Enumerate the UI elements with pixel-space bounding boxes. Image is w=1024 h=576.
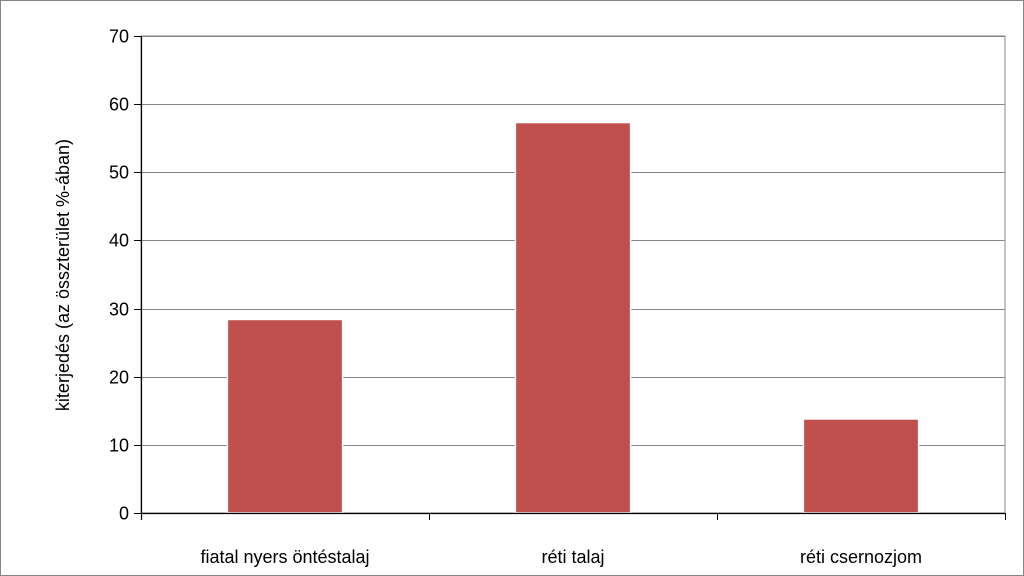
y-tick-label: 70 [109,27,129,47]
axes [134,36,1006,520]
y-tick-label: 60 [109,95,129,115]
bar-3 [802,418,920,514]
bars [226,121,920,514]
y-tick-label: 20 [109,368,129,388]
y-tick-label: 40 [109,231,129,251]
y-tick-label: 30 [109,300,129,320]
y-tick-label: 50 [109,163,129,183]
bar-1 [226,318,344,514]
labels: 0 10 20 30 40 50 60 70 fiatal nyers öntéstalaj ré… [109,27,922,568]
y-tick-label: 0 [119,504,129,524]
y-axis-title: kiterjedés (az összterület %-ában) [53,139,73,411]
bar-2 [514,121,632,514]
x-category-label: réti csernozjom [800,547,922,567]
x-category-label: fiatal nyers öntéstalaj [200,547,369,567]
x-category-label: réti talaj [541,547,604,567]
y-tick-label: 10 [109,436,129,456]
